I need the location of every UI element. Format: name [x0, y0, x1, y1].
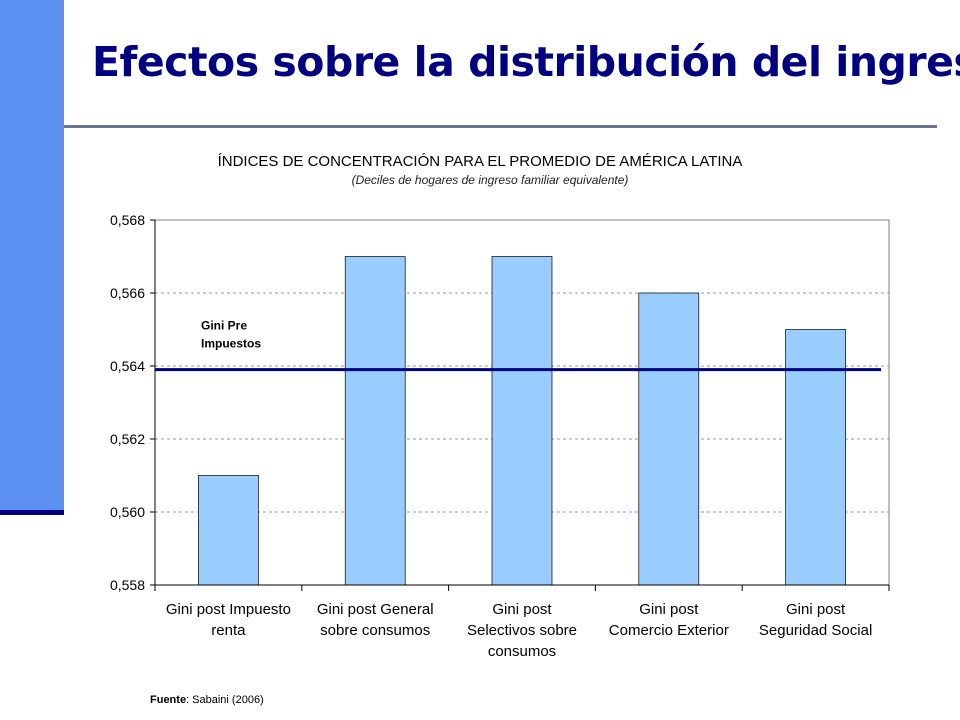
x-category-label-line: Seguridad Social: [759, 622, 872, 639]
x-category-label-line: Gini post: [639, 601, 699, 618]
x-category-label-line: Gini post General: [317, 601, 434, 618]
x-category-label-line: Gini post Impuesto: [166, 601, 291, 618]
accent-sidebar: [0, 0, 64, 512]
slide-title: Efectos sobre la distribución del ingres…: [92, 38, 960, 86]
x-category-label: Gini post Comercio Exterior: [609, 601, 729, 639]
x-category-label-line: Comercio Exterior: [609, 622, 729, 639]
chart-subtitle: (Deciles de hogares de ingreso familiar …: [351, 173, 629, 187]
x-category-label-line: consumos: [488, 643, 556, 660]
bar: [344, 256, 406, 586]
y-tick-label: 0,568: [110, 212, 145, 228]
x-category-label-line: Gini post: [492, 601, 552, 618]
bar: [638, 292, 700, 586]
y-tick-label: 0,560: [110, 504, 145, 520]
y-tick-label: 0,558: [110, 577, 145, 593]
y-tick-label: 0,562: [110, 431, 145, 447]
x-category-label-line: Selectivos sobre: [467, 622, 577, 639]
source-note: Fuente: Sabaini (2006): [150, 694, 264, 706]
x-category-label: Gini post Impuesto renta: [166, 601, 291, 639]
y-tick-label: 0,566: [110, 285, 145, 301]
y-tick-label: 0,564: [110, 358, 145, 374]
reference-line-label-line: Impuestos: [201, 337, 261, 351]
bar: [198, 475, 259, 586]
x-category-label-line: renta: [211, 622, 246, 639]
x-category-label-line: sobre consumos: [320, 622, 430, 639]
reference-line-label: Gini Pre Impuestos: [201, 319, 261, 351]
accent-sidebar-underline: [0, 510, 64, 515]
x-category-label: Gini post Selectivos sobre consumos: [467, 601, 577, 660]
x-category-label: Gini post Seguridad Social: [759, 601, 872, 639]
bar: [491, 256, 553, 586]
chart-title: ÍNDICES DE CONCENTRACIÓN PARA EL PROMEDI…: [217, 153, 743, 170]
x-category-label-line: Gini post: [786, 601, 846, 618]
source-text: : Sabaini (2006): [186, 694, 264, 706]
bar: [785, 329, 846, 586]
title-divider: [64, 125, 937, 128]
source-label: Fuente: [150, 694, 187, 706]
reference-line-label-line: Gini Pre: [201, 319, 247, 333]
x-category-label: Gini post General sobre consumos: [317, 601, 434, 639]
